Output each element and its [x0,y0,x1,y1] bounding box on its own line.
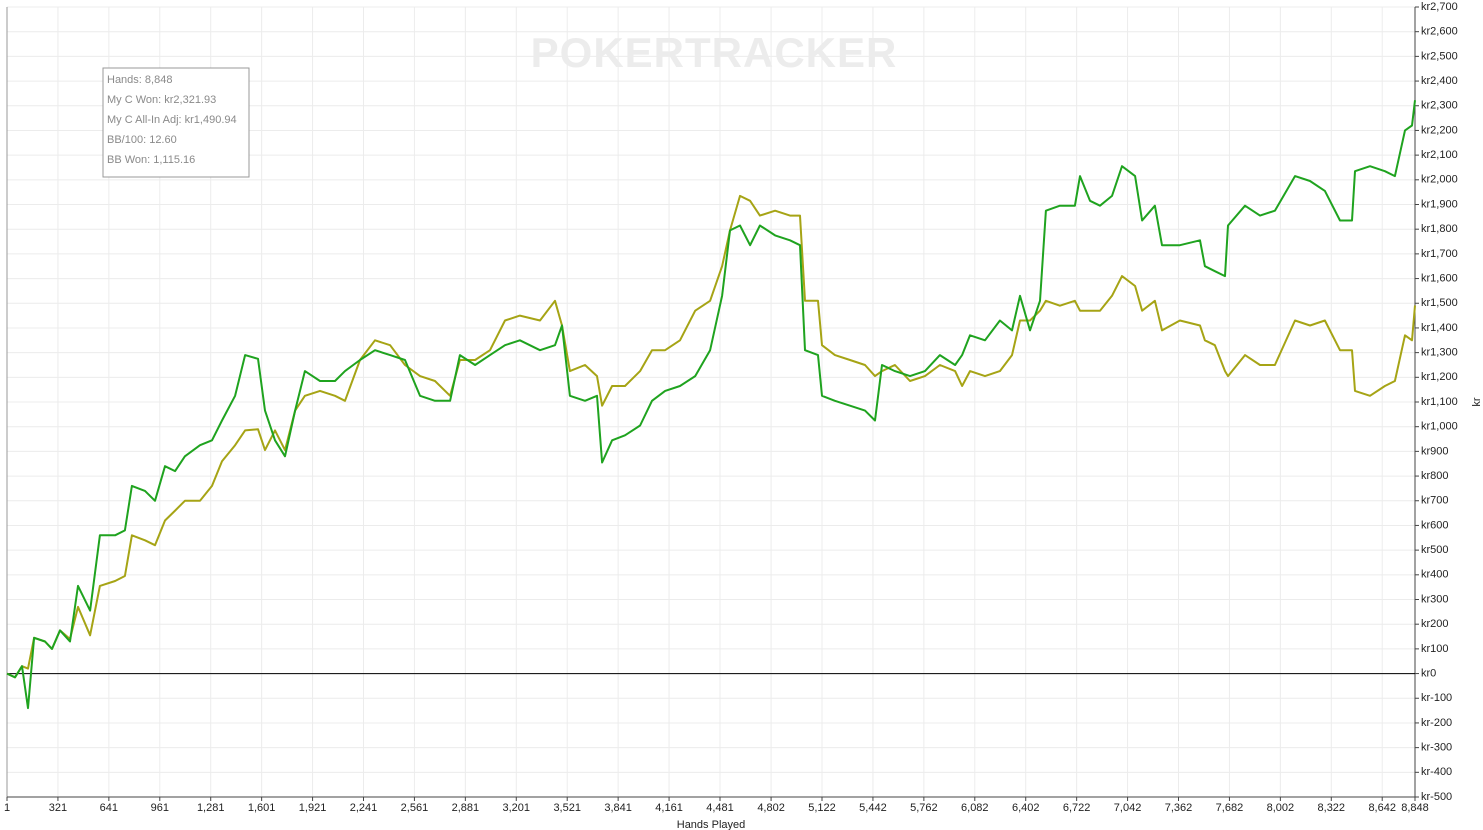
y-tick-label: kr300 [1421,593,1449,605]
x-tick-label: 1,601 [248,802,276,814]
y-axis-title: kr [1471,397,1483,407]
info-box-frame [102,67,250,178]
x-tick-label: 7,042 [1114,802,1142,814]
x-tick-label: 1 [4,802,10,814]
x-tick-label: 7,362 [1165,802,1193,814]
y-tick-label: kr1,500 [1421,297,1458,309]
y-tick-label: kr1,300 [1421,347,1458,359]
info-box: Hands: 8,848 My C Won: kr2,321.93 My C All… [102,67,250,178]
y-tick-label: kr1,600 [1421,272,1458,284]
x-tick-label: 641 [100,802,118,814]
y-tick-label: kr1,700 [1421,248,1458,260]
x-tick-label: 8,642 [1368,802,1396,814]
x-tick-label: 961 [151,802,169,814]
y-tick-label: kr2,600 [1421,26,1458,38]
info-line: My C All-In Adj: kr1,490.94 [107,114,237,126]
x-tick-label: 2,561 [401,802,429,814]
y-tick-label: kr0 [1421,667,1436,679]
y-tick-label: kr800 [1421,470,1449,482]
y-tick-label: kr-100 [1421,692,1452,704]
x-tick-label: 5,442 [859,802,887,814]
y-tick-label: kr900 [1421,445,1449,457]
info-line: Hands: 8,848 [107,74,172,86]
x-tick-label: 6,722 [1063,802,1091,814]
y-tick-label: kr2,200 [1421,124,1458,136]
x-tick-label: 5,762 [910,802,938,814]
x-tick-label: 3,521 [553,802,581,814]
x-tick-label: 4,481 [706,802,734,814]
info-line: BB Won: 1,115.16 [107,154,195,166]
y-tick-label: kr200 [1421,618,1449,630]
x-tick-label: 1,921 [299,802,327,814]
x-tick-label: 8,322 [1318,802,1346,814]
y-tick-label: kr2,400 [1421,75,1458,87]
x-tick-label: 2,881 [452,802,480,814]
x-tick-label: 2,241 [350,802,378,814]
series-line [6,194,1416,679]
y-tick-label: kr1,900 [1421,198,1458,210]
y-tick-label: kr2,500 [1421,50,1458,62]
x-tick-label: 1,281 [197,802,225,814]
y-tick-label: kr600 [1421,519,1449,531]
watermark: POKERTRACKER [531,29,898,76]
x-tick-label: 5,122 [808,802,836,814]
y-tick-label: kr700 [1421,495,1449,507]
x-tick-label: 321 [49,802,67,814]
y-tick-label: kr1,200 [1421,371,1458,383]
y-tick-label: kr1,100 [1421,396,1458,408]
y-tick-label: kr2,300 [1421,100,1458,112]
x-tick-label: 8,848 [1401,802,1429,814]
y-tick-label: kr500 [1421,544,1449,556]
y-tick-label: kr1,800 [1421,223,1458,235]
series-line [6,100,1416,710]
y-tick-label: kr-200 [1421,717,1452,729]
y-tick-label: kr-500 [1421,791,1452,803]
y-tick-label: kr-400 [1421,766,1452,778]
x-tick-label: 8,002 [1267,802,1295,814]
info-line: My C Won: kr2,321.93 [107,94,216,106]
x-tick-label: 3,841 [604,802,632,814]
y-tick-label: kr400 [1421,569,1449,581]
x-tick-label: 6,082 [961,802,989,814]
y-tick-label: kr1,400 [1421,322,1458,334]
y-tick-label: kr2,000 [1421,174,1458,186]
x-tick-label: 4,802 [757,802,785,814]
y-tick-label: kr2,700 [1421,1,1458,13]
y-tick-label: kr1,000 [1421,421,1458,433]
x-tick-label: 7,682 [1216,802,1244,814]
x-tick-label: 3,201 [503,802,531,814]
x-tick-label: 4,161 [655,802,683,814]
info-line: BB/100: 12.60 [107,134,177,146]
y-tick-label: kr2,100 [1421,149,1458,161]
x-tick-label: 6,402 [1012,802,1040,814]
y-tick-label: kr100 [1421,643,1449,655]
x-axis-title: Hands Played [677,819,746,830]
y-tick-label: kr-300 [1421,742,1452,754]
